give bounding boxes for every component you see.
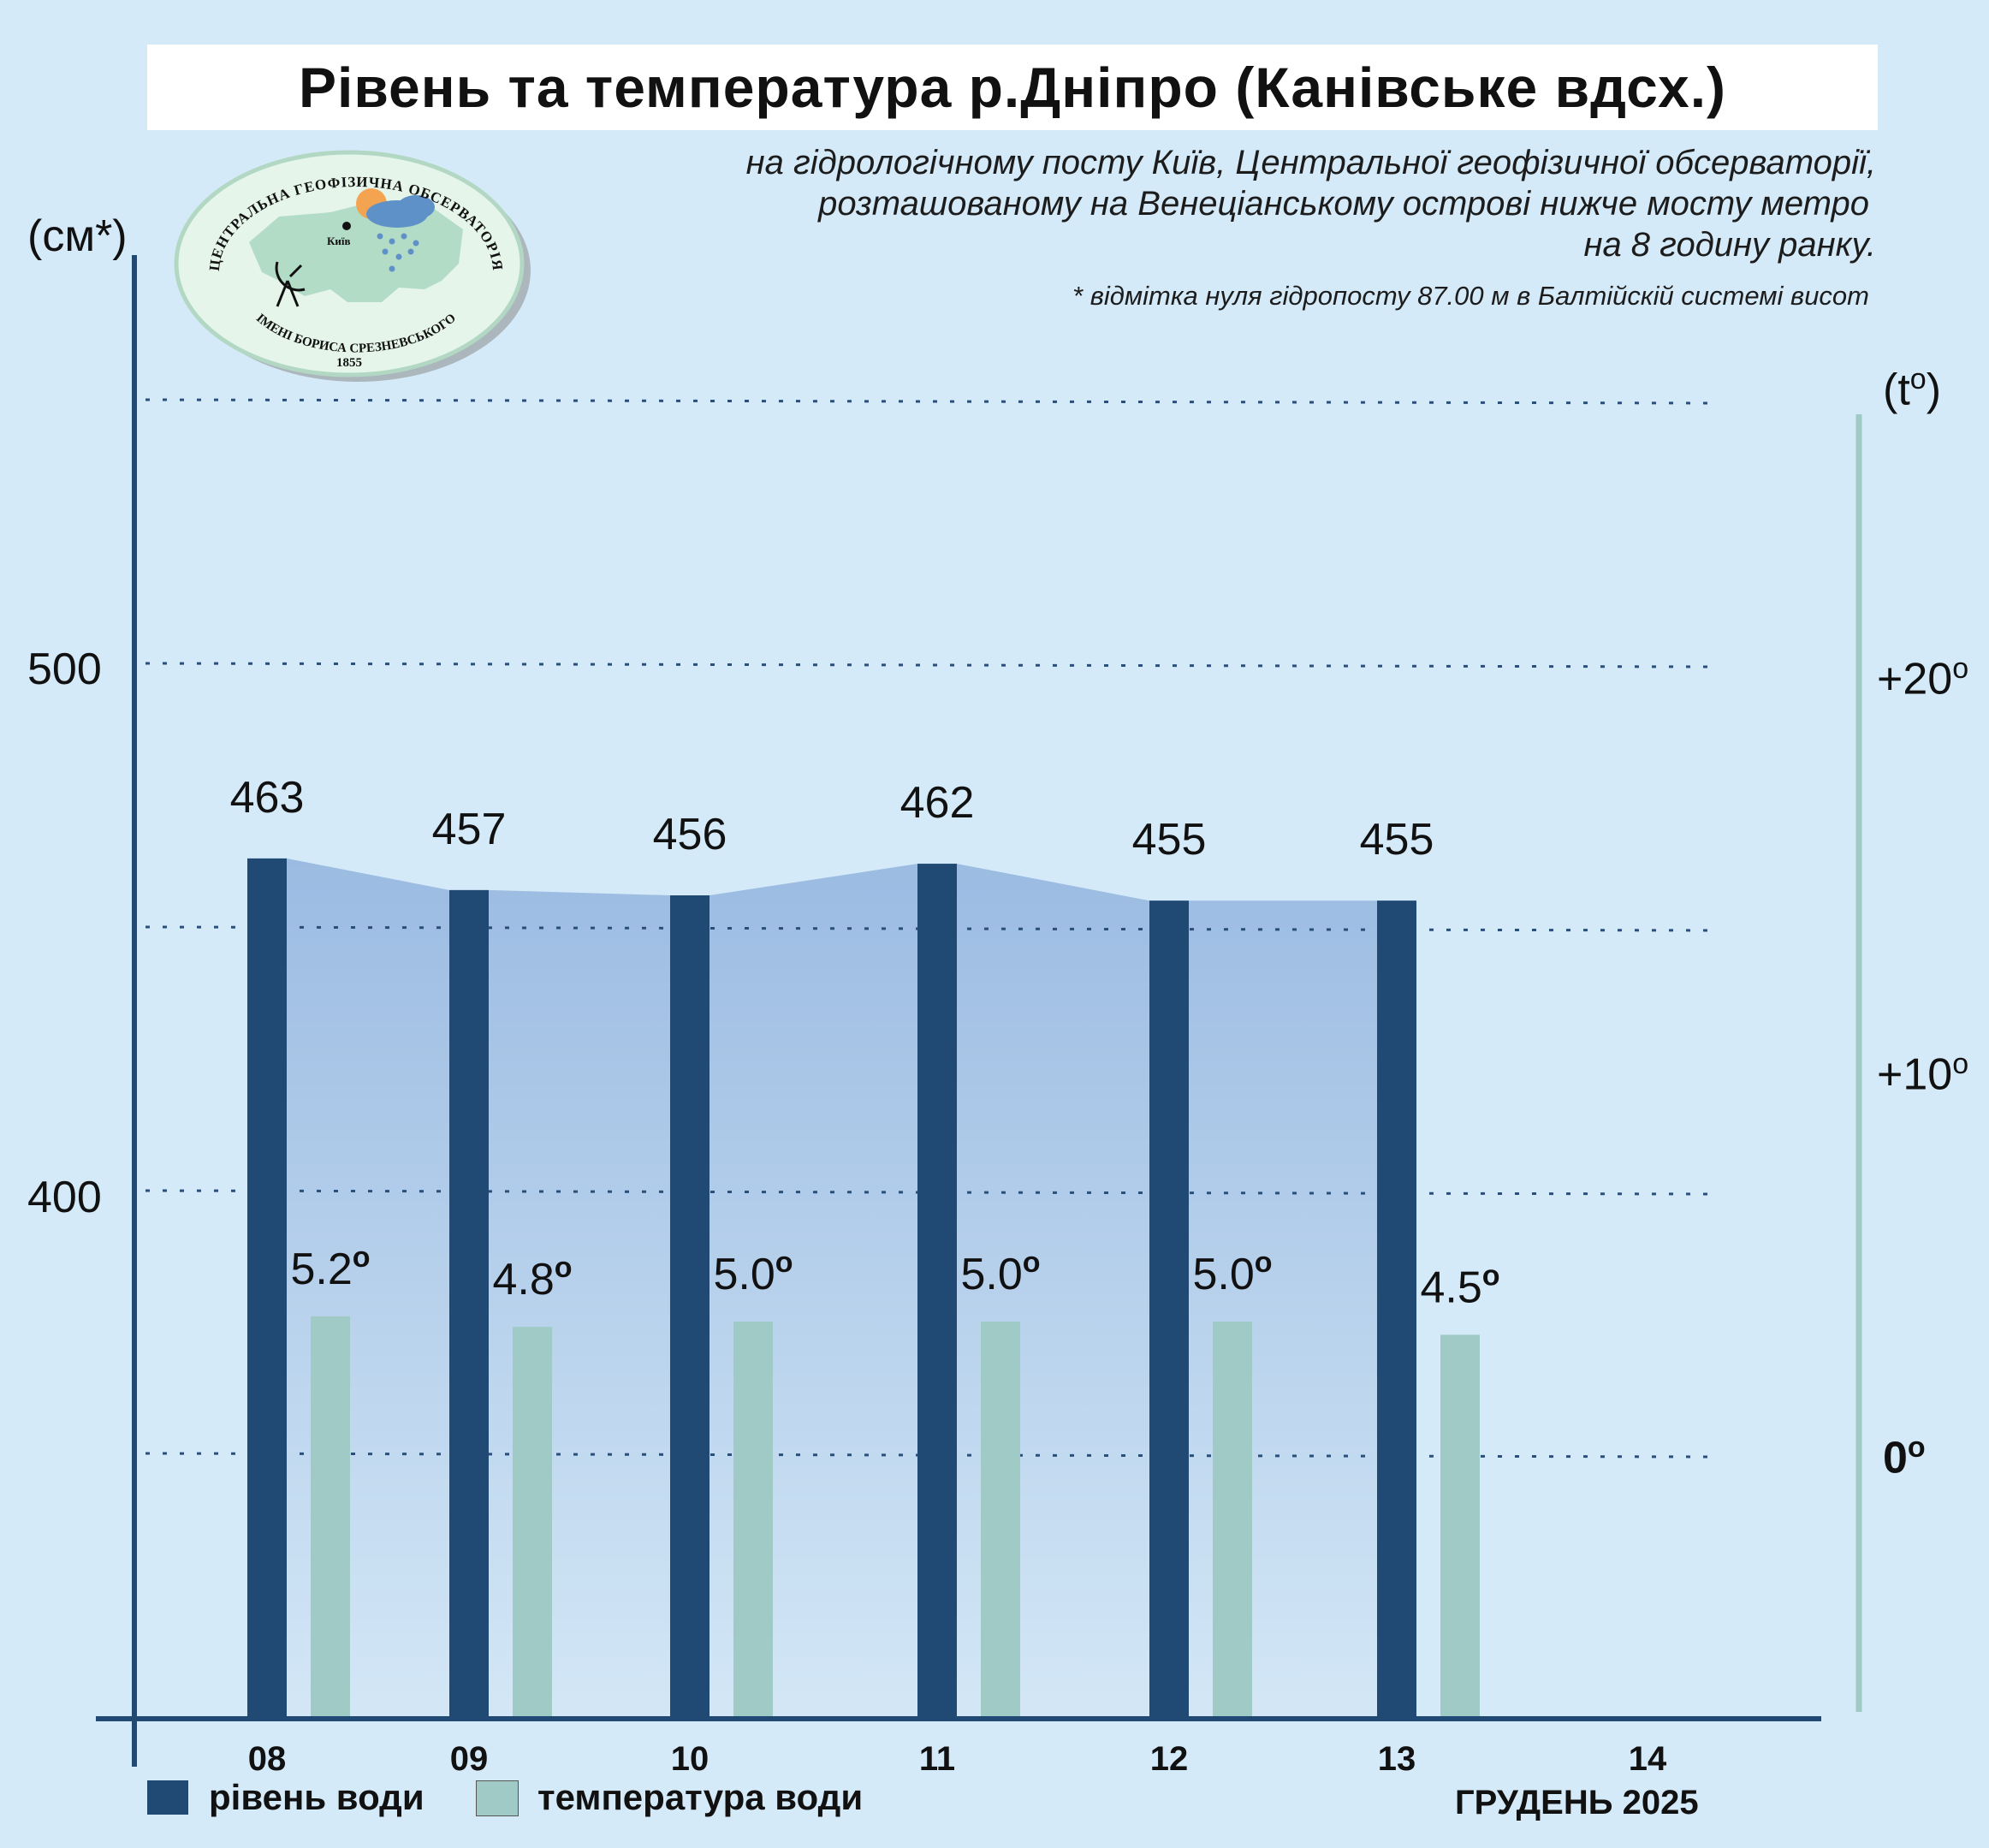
right-tick-plus10: +10o <box>1877 1048 1969 1100</box>
temp-value-label-11: 5.0o <box>960 1246 1040 1299</box>
right-tick-plus20: +20o <box>1877 652 1969 704</box>
date-label-13: 13 <box>1378 1740 1416 1778</box>
date-label-08: 08 <box>248 1740 287 1778</box>
level-value-label-11: 462 <box>900 778 975 828</box>
date-label-14: 14 <box>1629 1740 1667 1778</box>
subtitle-line-2: розташованому на Венеціанському острові … <box>818 185 1869 223</box>
level-bar-09 <box>449 889 489 1719</box>
level-value-label-13: 455 <box>1360 815 1434 865</box>
subtitle-line-3: на 8 годину ранку. <box>1583 226 1876 264</box>
right-tick-zero: 0o <box>1883 1431 1926 1483</box>
right-axis-unit: (to) <box>1883 363 1942 415</box>
legend-label-level: рівень води <box>209 1777 425 1817</box>
temp-bar-09 <box>513 1327 552 1719</box>
kyiv-dot <box>342 222 351 230</box>
temp-bar-08 <box>311 1316 350 1719</box>
left-axis-unit: (см*) <box>27 211 128 261</box>
subtitle-line-1: на гідрологічному посту Київ, Центрально… <box>745 144 1876 181</box>
antenna-icon <box>275 261 306 307</box>
date-label-11: 11 <box>919 1740 955 1778</box>
date-label-10: 10 <box>671 1740 710 1778</box>
temp-bar-10 <box>733 1322 773 1719</box>
level-bar-11 <box>917 864 957 1719</box>
date-label-09: 09 <box>450 1740 489 1778</box>
level-value-label-10: 456 <box>653 810 727 859</box>
grid-line <box>145 662 1713 668</box>
logo-year: 1855 <box>336 356 362 370</box>
left-tick-400: 400 <box>27 1173 102 1222</box>
date-label-12: 12 <box>1150 1740 1189 1778</box>
temp-value-label-13: 4.5o <box>1420 1259 1499 1312</box>
legend-label-temperature: температура води <box>537 1777 864 1817</box>
level-value-label-09: 457 <box>432 805 507 854</box>
period-label: ГРУДЕНЬ 2025 <box>1455 1784 1699 1821</box>
observatory-logo: Київ ЦЕНТРАЛЬНА ГЕОФІЗИЧНА ОБСЕРВАТОРІЯ … <box>174 150 531 382</box>
level-bar-08 <box>247 858 287 1719</box>
left-tick-500: 500 <box>27 645 102 694</box>
level-bar-10 <box>670 895 710 1719</box>
level-value-label-12: 455 <box>1132 815 1207 865</box>
level-value-label-08: 463 <box>230 773 305 823</box>
level-bar-12 <box>1149 900 1189 1719</box>
logo-city: Київ <box>327 235 351 247</box>
temp-bar-11 <box>981 1322 1020 1719</box>
chart-title: Рівень та температура р.Дніпро (Канівськ… <box>298 56 1727 119</box>
footnote: * відмітка нуля гідропосту 87.00 м в Бал… <box>1072 281 1869 311</box>
title-box: Рівень та температура р.Дніпро (Канівськ… <box>147 45 1878 130</box>
legend-swatch-level <box>147 1780 188 1815</box>
legend-swatch-temperature <box>476 1780 519 1816</box>
temp-bar-13 <box>1440 1334 1480 1719</box>
level-bar-13 <box>1377 900 1416 1719</box>
rain-icon <box>377 233 419 272</box>
grid-line <box>145 398 1713 405</box>
temp-bar-12 <box>1213 1322 1252 1719</box>
